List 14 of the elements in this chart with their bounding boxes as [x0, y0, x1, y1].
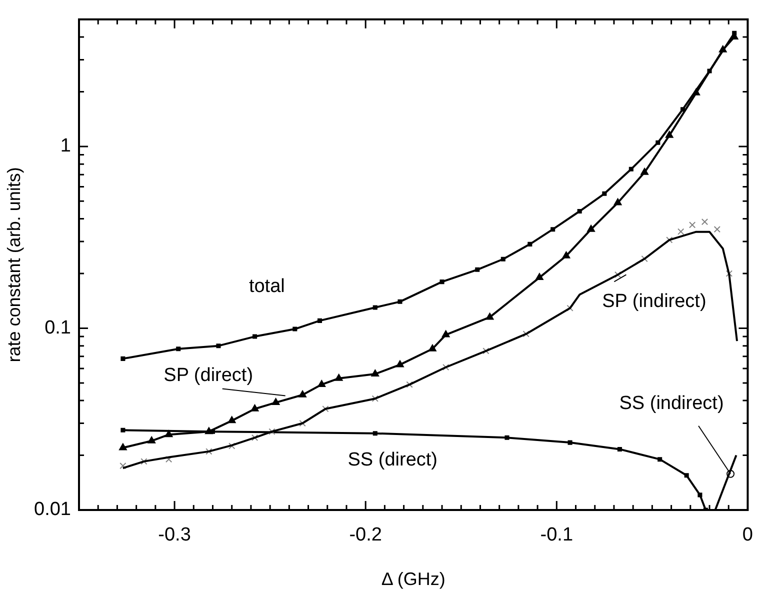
y-axis-title: rate constant (arb. units) [4, 167, 24, 362]
x-axis-title: Δ (GHz) [381, 569, 446, 590]
x-tick-label: 0 [742, 524, 754, 546]
annotation: SP (indirect) [602, 290, 706, 312]
y-tick-label: 0.1 [44, 317, 71, 338]
x-tick-label: -0.1 [540, 524, 574, 546]
x-tick-label: -0.3 [158, 524, 191, 546]
x-tick-label: -0.2 [349, 524, 382, 546]
annotation: total [248, 276, 285, 298]
annotation: SS (direct) [348, 450, 438, 471]
y-tick-label: 0.01 [34, 499, 71, 520]
annotation: SP (direct) [164, 365, 254, 386]
annotation: SS (indirect) [619, 393, 724, 414]
y-tick-label: 1 [60, 136, 71, 157]
